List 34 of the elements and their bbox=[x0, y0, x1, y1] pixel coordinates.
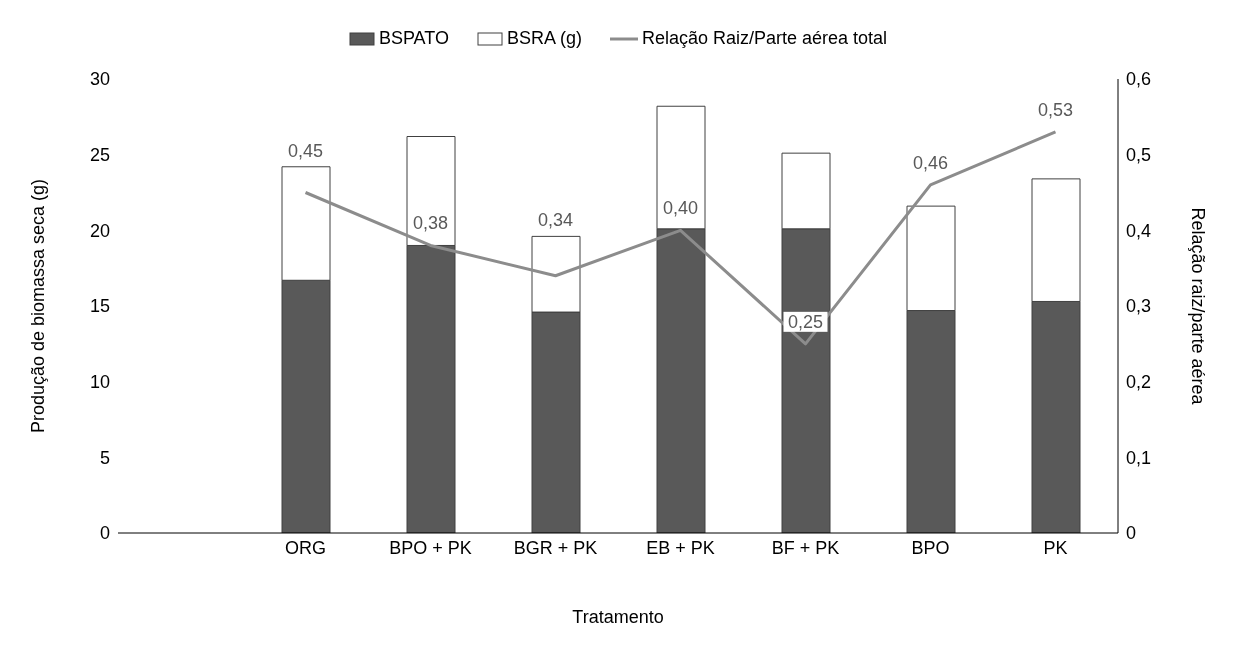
y2-tick-label: 0,4 bbox=[1126, 220, 1152, 241]
x-tick-label: BPO + PK bbox=[389, 537, 472, 558]
legend-label: BSRA (g) bbox=[506, 28, 582, 49]
x-tick-label: BPO bbox=[911, 537, 950, 558]
y-tick-label: 20 bbox=[89, 220, 110, 241]
data-label: 0,34 bbox=[537, 210, 574, 231]
x-tick-label: EB + PK bbox=[646, 537, 715, 558]
y2-tick-label: 0,3 bbox=[1126, 296, 1152, 317]
data-label: 0,25 bbox=[787, 311, 824, 332]
y2-tick-label: 0,5 bbox=[1126, 145, 1152, 166]
y-tick-label: 30 bbox=[89, 69, 110, 90]
y-tick-label: 25 bbox=[89, 145, 110, 166]
x-axis-title: Tratamento bbox=[572, 607, 664, 627]
y-tick-label: 5 bbox=[99, 447, 110, 468]
x-tick-label: BF + PK bbox=[771, 537, 840, 558]
x-tick-label: BGR + PK bbox=[513, 537, 598, 558]
y-axis-title: Produção de biomassa seca (g) bbox=[28, 178, 49, 434]
x-tick-label: ORG bbox=[284, 537, 327, 558]
data-label: 0,45 bbox=[287, 140, 324, 161]
y-tick-label: 0 bbox=[99, 523, 110, 544]
data-label: 0,38 bbox=[412, 213, 449, 234]
x-tick-label: PK bbox=[1043, 537, 1068, 558]
data-label: 0,46 bbox=[912, 152, 949, 173]
y-tick-label: 10 bbox=[89, 372, 110, 393]
y2-tick-label: 0,1 bbox=[1126, 447, 1152, 468]
y2-tick-label: 0 bbox=[1126, 523, 1137, 544]
data-label: 0,40 bbox=[662, 198, 699, 219]
y-tick-label: 15 bbox=[89, 296, 110, 317]
y2-tick-label: 0,6 bbox=[1126, 69, 1152, 90]
legend-label: BSPATO bbox=[378, 28, 449, 49]
y2-tick-label: 0,2 bbox=[1126, 372, 1152, 393]
y2-axis-title: Relação raiz/parte aérea bbox=[1187, 207, 1208, 406]
legend-label: Relação Raiz/Parte aérea total bbox=[641, 28, 888, 49]
data-label: 0,53 bbox=[1037, 99, 1074, 120]
